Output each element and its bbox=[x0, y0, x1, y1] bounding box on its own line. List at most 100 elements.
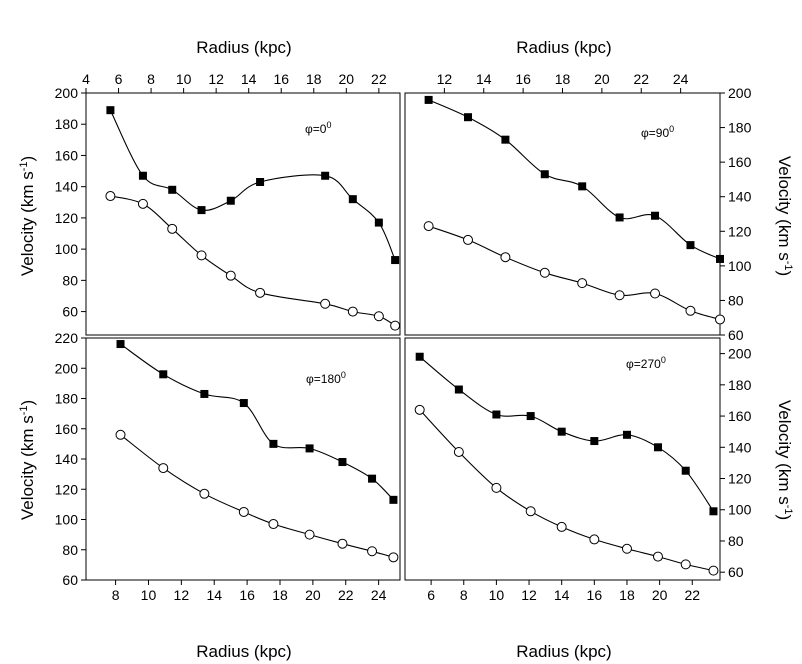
y-axis-ticks: 60 80 100 120 140 160 180 200 bbox=[720, 346, 752, 580]
series-line bbox=[428, 99, 721, 260]
data-point-square bbox=[615, 213, 624, 222]
y-axis-ticks: 60 80 100 120 140 160 180 200 bbox=[720, 85, 752, 343]
data-point-circle bbox=[347, 306, 358, 317]
data-point-square bbox=[540, 170, 549, 179]
x-tick-label: 6 bbox=[427, 587, 435, 603]
plot-frame bbox=[85, 92, 401, 336]
y-tick-label: 80 bbox=[728, 533, 744, 549]
data-point-circle bbox=[414, 404, 425, 415]
data-point-circle bbox=[652, 551, 663, 562]
y-tick-label: 60 bbox=[728, 564, 744, 580]
data-point-circle bbox=[680, 559, 691, 570]
data-point-square bbox=[338, 458, 347, 467]
y-title-close: ) bbox=[18, 400, 37, 406]
y-tick-label: 160 bbox=[728, 408, 752, 424]
panel-phi-90: 12 14 16 18 20 22 24 60 80 100 120 140 160 180 200 φ=90… bbox=[404, 71, 752, 343]
data-point-circle bbox=[115, 429, 126, 440]
y-tick-label: 100 bbox=[728, 502, 752, 518]
x-tick-label: 14 bbox=[554, 587, 570, 603]
data-point-square bbox=[374, 218, 383, 227]
data-point-circle bbox=[158, 463, 169, 474]
phi-label: φ=900 bbox=[641, 124, 674, 140]
y-tick-label: 100 bbox=[55, 512, 79, 528]
x-axis-ticks: 12 14 16 18 20 22 24 bbox=[437, 71, 689, 93]
data-point-square bbox=[681, 466, 690, 475]
y-tick-label: 180 bbox=[55, 391, 79, 407]
y-tick-label: 140 bbox=[55, 179, 79, 195]
data-point-square bbox=[653, 443, 662, 452]
data-point-square bbox=[116, 340, 125, 349]
x-tick-label: 14 bbox=[241, 71, 257, 87]
data-point-circle bbox=[255, 287, 266, 298]
data-point-circle bbox=[577, 278, 588, 289]
data-point-circle bbox=[556, 521, 567, 532]
data-point-square bbox=[424, 95, 433, 104]
data-point-square bbox=[226, 196, 235, 205]
x-tick-label: 8 bbox=[460, 587, 468, 603]
data-point-circle bbox=[650, 288, 661, 299]
data-point-square bbox=[557, 427, 566, 436]
phi-label-text: φ=90 bbox=[641, 126, 669, 140]
data-point-square bbox=[716, 254, 724, 263]
data-point-circle bbox=[463, 234, 473, 245]
data-point-circle bbox=[539, 267, 550, 278]
y-tick-label: 60 bbox=[728, 327, 744, 343]
y-title-main: Velocity (km s bbox=[18, 415, 37, 520]
y-title-superscript: -1 bbox=[18, 406, 30, 416]
x-tick-label: 22 bbox=[633, 71, 649, 87]
panel-phi-180: 8 10 12 14 16 18 20 22 24 60 80 100 120 140 160 180 200 2… bbox=[55, 330, 401, 603]
data-point-square bbox=[321, 171, 330, 180]
data-point-square bbox=[501, 135, 510, 144]
phi-label-superscript: 0 bbox=[341, 370, 346, 380]
data-point-circle bbox=[685, 305, 696, 316]
data-point-square bbox=[492, 410, 501, 419]
x-axis-ticks: 4 6 8 10 12 14 16 18 20 22 bbox=[82, 71, 387, 93]
phi-label-superscript: 0 bbox=[661, 355, 666, 365]
series-open-circles bbox=[105, 191, 401, 331]
data-point-square bbox=[256, 177, 265, 186]
x-tick-label: 10 bbox=[141, 587, 157, 603]
bottom-left-x-axis-title: Radius (kpc) bbox=[196, 642, 291, 661]
x-axis-ticks: 6 8 10 12 14 16 18 20 22 bbox=[427, 580, 700, 603]
phi-label-text: φ=270 bbox=[626, 357, 661, 371]
x-tick-label: 4 bbox=[82, 71, 90, 87]
data-point-circle bbox=[500, 252, 511, 263]
x-tick-label: 22 bbox=[371, 71, 387, 87]
y-tick-label: 180 bbox=[728, 120, 752, 136]
x-tick-label: 10 bbox=[489, 587, 505, 603]
data-point-square bbox=[454, 385, 463, 394]
x-tick-label: 16 bbox=[515, 71, 531, 87]
data-point-square bbox=[391, 256, 400, 265]
y-tick-label: 120 bbox=[55, 481, 79, 497]
x-tick-label: 20 bbox=[305, 587, 321, 603]
x-tick-label: 20 bbox=[652, 587, 668, 603]
data-point-circle bbox=[167, 223, 178, 234]
data-point-square bbox=[415, 352, 424, 361]
data-point-circle bbox=[137, 198, 148, 209]
x-tick-label: 6 bbox=[115, 71, 123, 87]
data-point-circle bbox=[238, 506, 249, 517]
data-point-square bbox=[159, 370, 168, 379]
lower-right-y-axis-title: Velocity (km s-1) bbox=[775, 400, 794, 520]
y-tick-label: 180 bbox=[55, 116, 79, 132]
series-line bbox=[419, 356, 714, 512]
x-tick-label: 18 bbox=[555, 71, 571, 87]
bottom-right-x-axis-title: Radius (kpc) bbox=[516, 642, 611, 661]
phi-label-superscript: 0 bbox=[669, 124, 674, 134]
y-tick-label: 60 bbox=[62, 304, 78, 320]
data-point-square bbox=[200, 389, 209, 398]
phi-label: φ=00 bbox=[305, 120, 331, 136]
data-point-circle bbox=[525, 506, 536, 517]
x-tick-label: 8 bbox=[112, 587, 120, 603]
data-point-square bbox=[197, 206, 206, 215]
y-tick-label: 120 bbox=[728, 471, 752, 487]
data-point-circle bbox=[453, 446, 464, 457]
y-title-close: ) bbox=[775, 270, 794, 276]
data-point-circle bbox=[621, 543, 632, 554]
y-tick-label: 80 bbox=[62, 542, 78, 558]
y-tick-label: 100 bbox=[55, 241, 79, 257]
x-tick-label: 18 bbox=[619, 587, 635, 603]
plot-frame bbox=[85, 337, 401, 581]
x-tick-label: 10 bbox=[176, 71, 192, 87]
y-tick-label: 160 bbox=[55, 147, 79, 163]
